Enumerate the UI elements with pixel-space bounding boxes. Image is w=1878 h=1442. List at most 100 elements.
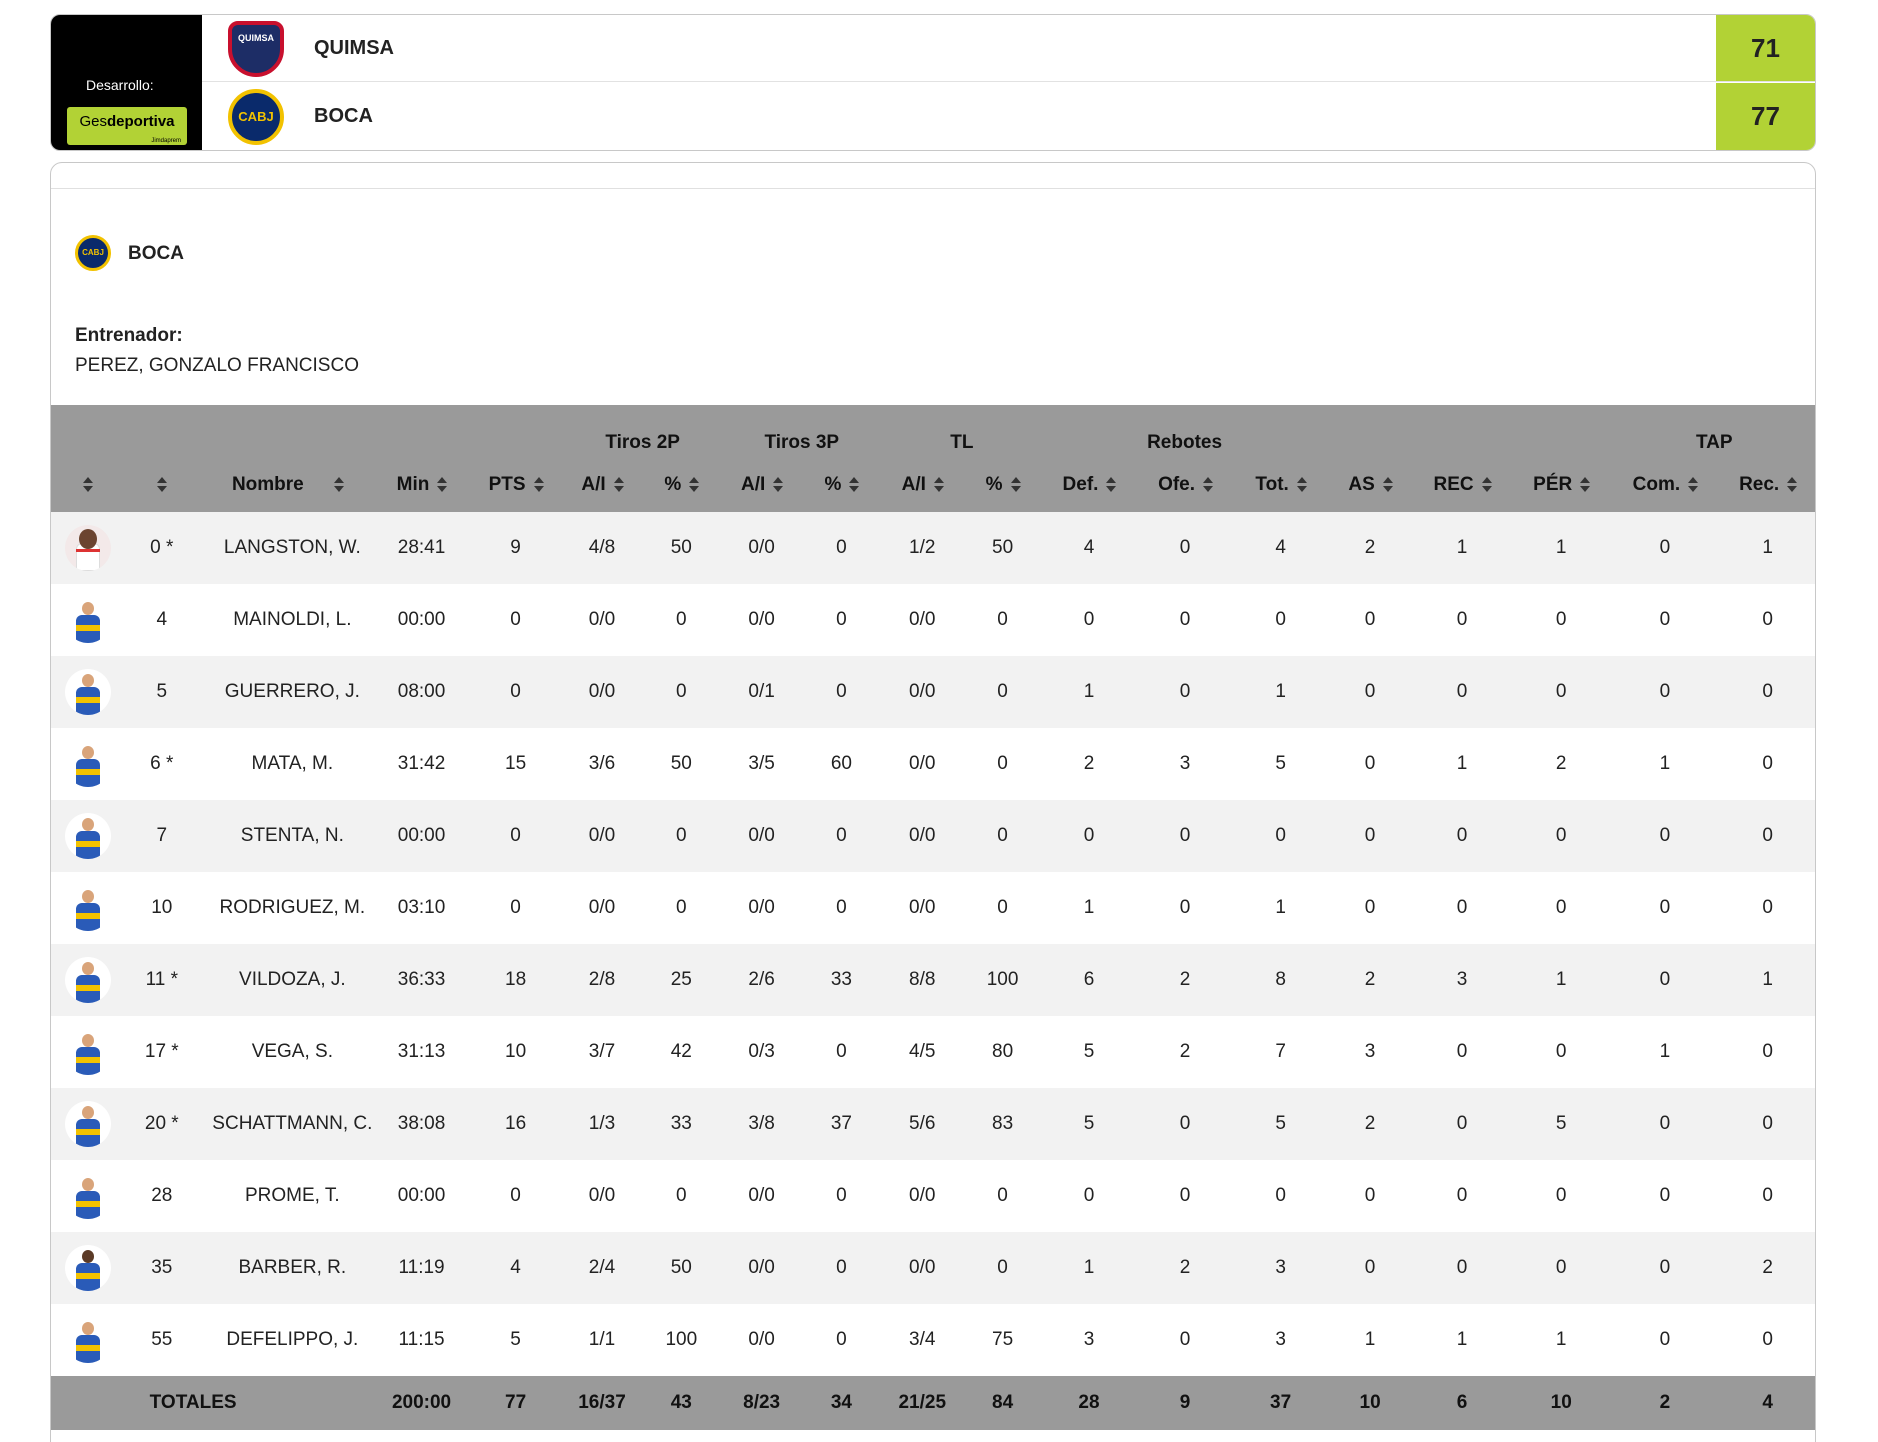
- player-name[interactable]: MAINOLDI, L.: [233, 609, 352, 630]
- table-row[interactable]: 28 PROME, T. 00:00 0 0/0 0 0/0 0 0/0 0 0 0 0 0 0 0 0 0: [51, 1160, 1815, 1232]
- column-t2-pct[interactable]: %: [640, 458, 722, 512]
- player-t2-pct: 50: [670, 1257, 692, 1278]
- player-tot: 0: [1275, 1185, 1286, 1206]
- player-t3-ai: 0/0: [748, 1329, 775, 1350]
- column-t3-ai[interactable]: A/I: [721, 458, 802, 512]
- player-tap-rec: 1: [1762, 537, 1773, 558]
- player-photo-cell: [51, 1088, 124, 1160]
- column-pts[interactable]: PTS: [467, 458, 564, 512]
- table-row[interactable]: 10 RODRIGUEZ, M. 03:10 0 0/0 0 0/0 0 0/0 0 1 0 1 0 0 0 0…: [51, 872, 1815, 944]
- player-photo-icon[interactable]: [64, 741, 111, 787]
- table-row[interactable]: 4 MAINOLDI, L. 00:00 0 0/0 0 0/0 0 0/0 0 0 0 0 0 0 0 0 0: [51, 584, 1815, 656]
- player-photo-icon[interactable]: [64, 525, 111, 571]
- player-photo-icon[interactable]: [64, 1317, 111, 1363]
- player-photo-icon[interactable]: [64, 1029, 111, 1075]
- player-name[interactable]: LANGSTON, W.: [223, 537, 361, 558]
- player-name[interactable]: RODRIGUEZ, M.: [219, 897, 366, 918]
- table-row[interactable]: 11 * VILDOZA, J. 36:33 18 2/8 25 2/6 33 8/8 100 6 2…: [51, 944, 1815, 1016]
- player-tap-rec: 0: [1762, 753, 1773, 774]
- player-tap-rec: 0: [1762, 1113, 1773, 1134]
- player-min: 00:00: [397, 1185, 446, 1206]
- table-row[interactable]: 7 STENTA, N. 00:00 0 0/0 0 0/0 0 0/0 0 0 0 0 0 0 0 0 0: [51, 800, 1815, 872]
- player-rec: 1: [1456, 1329, 1468, 1350]
- player-photo-cell: [51, 656, 124, 728]
- column-tap-rec[interactable]: Rec.: [1718, 458, 1815, 512]
- player-t2-pct: 100: [665, 1329, 698, 1350]
- player-photo-icon[interactable]: [64, 957, 111, 1003]
- sort-number-column[interactable]: [124, 458, 200, 512]
- player-photo-icon[interactable]: [64, 597, 111, 643]
- player-photo-cell: [51, 728, 124, 800]
- column-ofe[interactable]: Ofe.: [1135, 458, 1235, 512]
- player-photo-cell: [51, 1232, 124, 1304]
- player-name[interactable]: VEGA, S.: [251, 1041, 333, 1062]
- column-rec[interactable]: REC: [1413, 458, 1511, 512]
- player-photo-icon[interactable]: [64, 1173, 111, 1219]
- group-rebotes: Rebotes: [1042, 405, 1327, 458]
- player-photo-icon[interactable]: [64, 669, 111, 715]
- player-com: 0: [1659, 1185, 1671, 1206]
- player-com: 0: [1659, 1113, 1671, 1134]
- column-tl-ai[interactable]: A/I: [881, 458, 963, 512]
- column-min[interactable]: Min: [375, 458, 468, 512]
- player-name[interactable]: PROME, T.: [245, 1185, 340, 1206]
- column-tot[interactable]: Tot.: [1234, 458, 1327, 512]
- sponsor-small-text: Jimdaprem: [151, 138, 181, 144]
- player-name[interactable]: STENTA, N.: [240, 825, 344, 846]
- player-min: 08:00: [397, 681, 446, 702]
- player-t3-ai: 3/5: [748, 753, 775, 774]
- player-name[interactable]: VILDOZA, J.: [239, 969, 346, 990]
- gesdeportiva-logo[interactable]: Gesdeportiva Jimdaprem: [67, 107, 187, 145]
- player-tl-pct: 0: [997, 609, 1008, 630]
- player-t3-pct: 0: [836, 1041, 847, 1062]
- column-def[interactable]: Def.: [1042, 458, 1136, 512]
- sort-icon: [773, 477, 784, 493]
- table-row[interactable]: 0 * LANGSTON, W. 28:41 9 4/8 50 0/0 0 1/2 50 4 0 4 2 1…: [51, 512, 1815, 584]
- player-pts: 16: [505, 1113, 527, 1134]
- player-photo-icon[interactable]: [64, 1245, 111, 1291]
- sort-icon: [533, 477, 544, 493]
- player-pts: 4: [510, 1257, 521, 1278]
- table-row[interactable]: 6 * MATA, M. 31:42 15 3/6 50 3/5 60 0/0 0 2 3 5 0 1 2 1 0: [51, 728, 1815, 800]
- player-name[interactable]: GUERRERO, J.: [224, 681, 360, 702]
- group-tiros-2p: Tiros 2P: [563, 405, 722, 458]
- column-tl-pct[interactable]: %: [962, 458, 1043, 512]
- table-row[interactable]: 20 * SCHATTMANN, C. 38:08 16 1/3 33 3/8 37 5/6 83…: [51, 1088, 1815, 1160]
- player-t3-ai: 0/0: [748, 825, 775, 846]
- sort-icon: [83, 477, 94, 493]
- table-row[interactable]: 17 * VEGA, S. 31:13 10 3/7 42 0/3 0 4/5 80 5 2 7 3 0 0 1…: [51, 1016, 1815, 1088]
- player-name[interactable]: SCHATTMANN, C.: [212, 1113, 373, 1134]
- player-tl-pct: 0: [997, 1257, 1008, 1278]
- column-t2-ai[interactable]: A/I: [563, 458, 641, 512]
- player-ofe: 0: [1179, 897, 1191, 918]
- column-nombre[interactable]: Nombre: [199, 458, 376, 512]
- sort-photo-column[interactable]: [51, 458, 125, 512]
- column-per[interactable]: PÉR: [1510, 458, 1612, 512]
- player-number: 4: [156, 609, 168, 630]
- player-per: 1: [1555, 1329, 1567, 1350]
- player-t2-pct: 33: [670, 1113, 692, 1134]
- player-photo-icon[interactable]: [64, 813, 111, 859]
- player-per: 0: [1555, 825, 1567, 846]
- table-row[interactable]: 35 BARBER, R. 11:19 4 2/4 50 0/0 0 0/0 0 1 2 3 0 0 0 0 2: [51, 1232, 1815, 1304]
- player-name[interactable]: DEFELIPPO, J.: [226, 1329, 359, 1350]
- player-tl-pct: 100: [986, 969, 1019, 990]
- table-row[interactable]: 55 DEFELIPPO, J. 11:15 5 1/1 100 0/0 0 3/4 75 3 0 3 1…: [51, 1304, 1815, 1376]
- player-name[interactable]: MATA, M.: [251, 753, 334, 774]
- table-row[interactable]: 5 GUERRERO, J. 08:00 0 0/0 0 0/1 0 0/0 0 1 0 1 0 0 0 0 0: [51, 656, 1815, 728]
- column-t3-pct[interactable]: %: [801, 458, 882, 512]
- column-as[interactable]: AS: [1326, 458, 1414, 512]
- player-photo-icon[interactable]: [64, 885, 111, 931]
- player-name[interactable]: BARBER, R.: [238, 1257, 347, 1278]
- player-pts: 5: [510, 1329, 521, 1350]
- player-tot: 5: [1275, 1113, 1286, 1134]
- player-photo-icon[interactable]: [64, 1101, 111, 1147]
- player-tap-rec: 0: [1762, 1041, 1773, 1062]
- player-pts: 10: [505, 1041, 527, 1062]
- column-com[interactable]: Com.: [1611, 458, 1719, 512]
- sort-icon: [689, 477, 700, 493]
- player-t2-ai: 0/0: [588, 825, 616, 846]
- player-pts: 18: [505, 969, 527, 990]
- player-t2-ai: 2/4: [588, 1257, 616, 1278]
- team-name: BOCA: [128, 243, 184, 264]
